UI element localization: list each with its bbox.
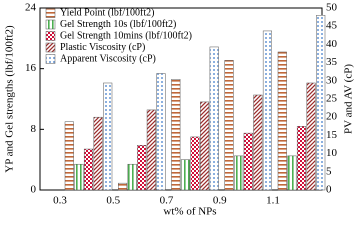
y2-tick-label: 50 [326,2,338,14]
y-axis-label: YP and Gel strengths (lbf/100ft2) [4,25,16,173]
bar [146,109,156,191]
chart: wt% of NPs YP and Gel strengths (lbf/100… [4,2,355,218]
legend-label: Gel Strength 10mins (lbf/100ft2) [60,30,192,41]
bar [180,159,190,191]
legend-swatch [45,54,56,64]
bar [316,15,326,191]
y-tick-label: 24 [25,2,37,14]
y2-tick-label: 25 [326,93,338,105]
bar [74,163,84,191]
y2-tick-label: 20 [326,111,338,123]
y2-tick-label: 35 [326,56,338,68]
x-tick-label: 1.1 [266,195,280,207]
y2-tick-label: 40 [326,38,338,50]
legend-swatch [45,42,56,53]
bar [93,116,103,191]
bar [103,82,113,191]
y2-tick-label: 30 [326,74,338,86]
bar [209,46,219,191]
bar [118,182,128,191]
legend-swatch [45,31,56,41]
y2-tick-label: 15 [326,129,338,141]
x-tick-label: 0.3 [53,195,67,207]
bar [137,145,147,191]
y-tick-label: 8 [31,123,37,135]
y-tick-label: 0 [31,184,37,196]
bar [277,51,287,191]
bar [127,163,137,191]
y2-tick-label: 10 [326,147,338,159]
bar [171,79,181,191]
legend-label: Yield Point (lbf/100ft2) [60,7,154,18]
legend-label: Plastic Viscosity (cP) [60,42,145,53]
legend-label: Gel Strength 10s (lbf/100ft2) [60,19,176,30]
bar [190,136,200,191]
y2-tick-label: 45 [326,20,338,32]
x-tick-label: 0.5 [106,195,120,207]
y2-axis-label: PV and AV (cP) [343,64,355,134]
y2-tick-label: 5 [326,165,332,177]
bar [306,82,316,191]
legend-swatch [45,8,56,18]
bar [200,101,210,191]
bar [156,73,166,191]
x-tick-label: 0.7 [160,195,174,207]
y2-tick-label: 0 [326,184,332,196]
bar [243,132,253,191]
bar [296,126,307,191]
legend-label: Apparent Viscosity (cP) [60,53,156,64]
bar [253,94,263,191]
legend: Yield Point (lbf/100ft2)Gel Strength 10s… [45,7,192,64]
x-tick-label: 0.9 [213,195,227,207]
bar [224,60,234,191]
bar [64,121,74,191]
bar [262,30,272,191]
bar [234,155,244,191]
y-tick-label: 16 [25,62,37,74]
legend-swatch [45,19,56,30]
bar [287,155,297,191]
bar [83,148,94,191]
x-axis-label: wt% of NPs [163,206,216,218]
